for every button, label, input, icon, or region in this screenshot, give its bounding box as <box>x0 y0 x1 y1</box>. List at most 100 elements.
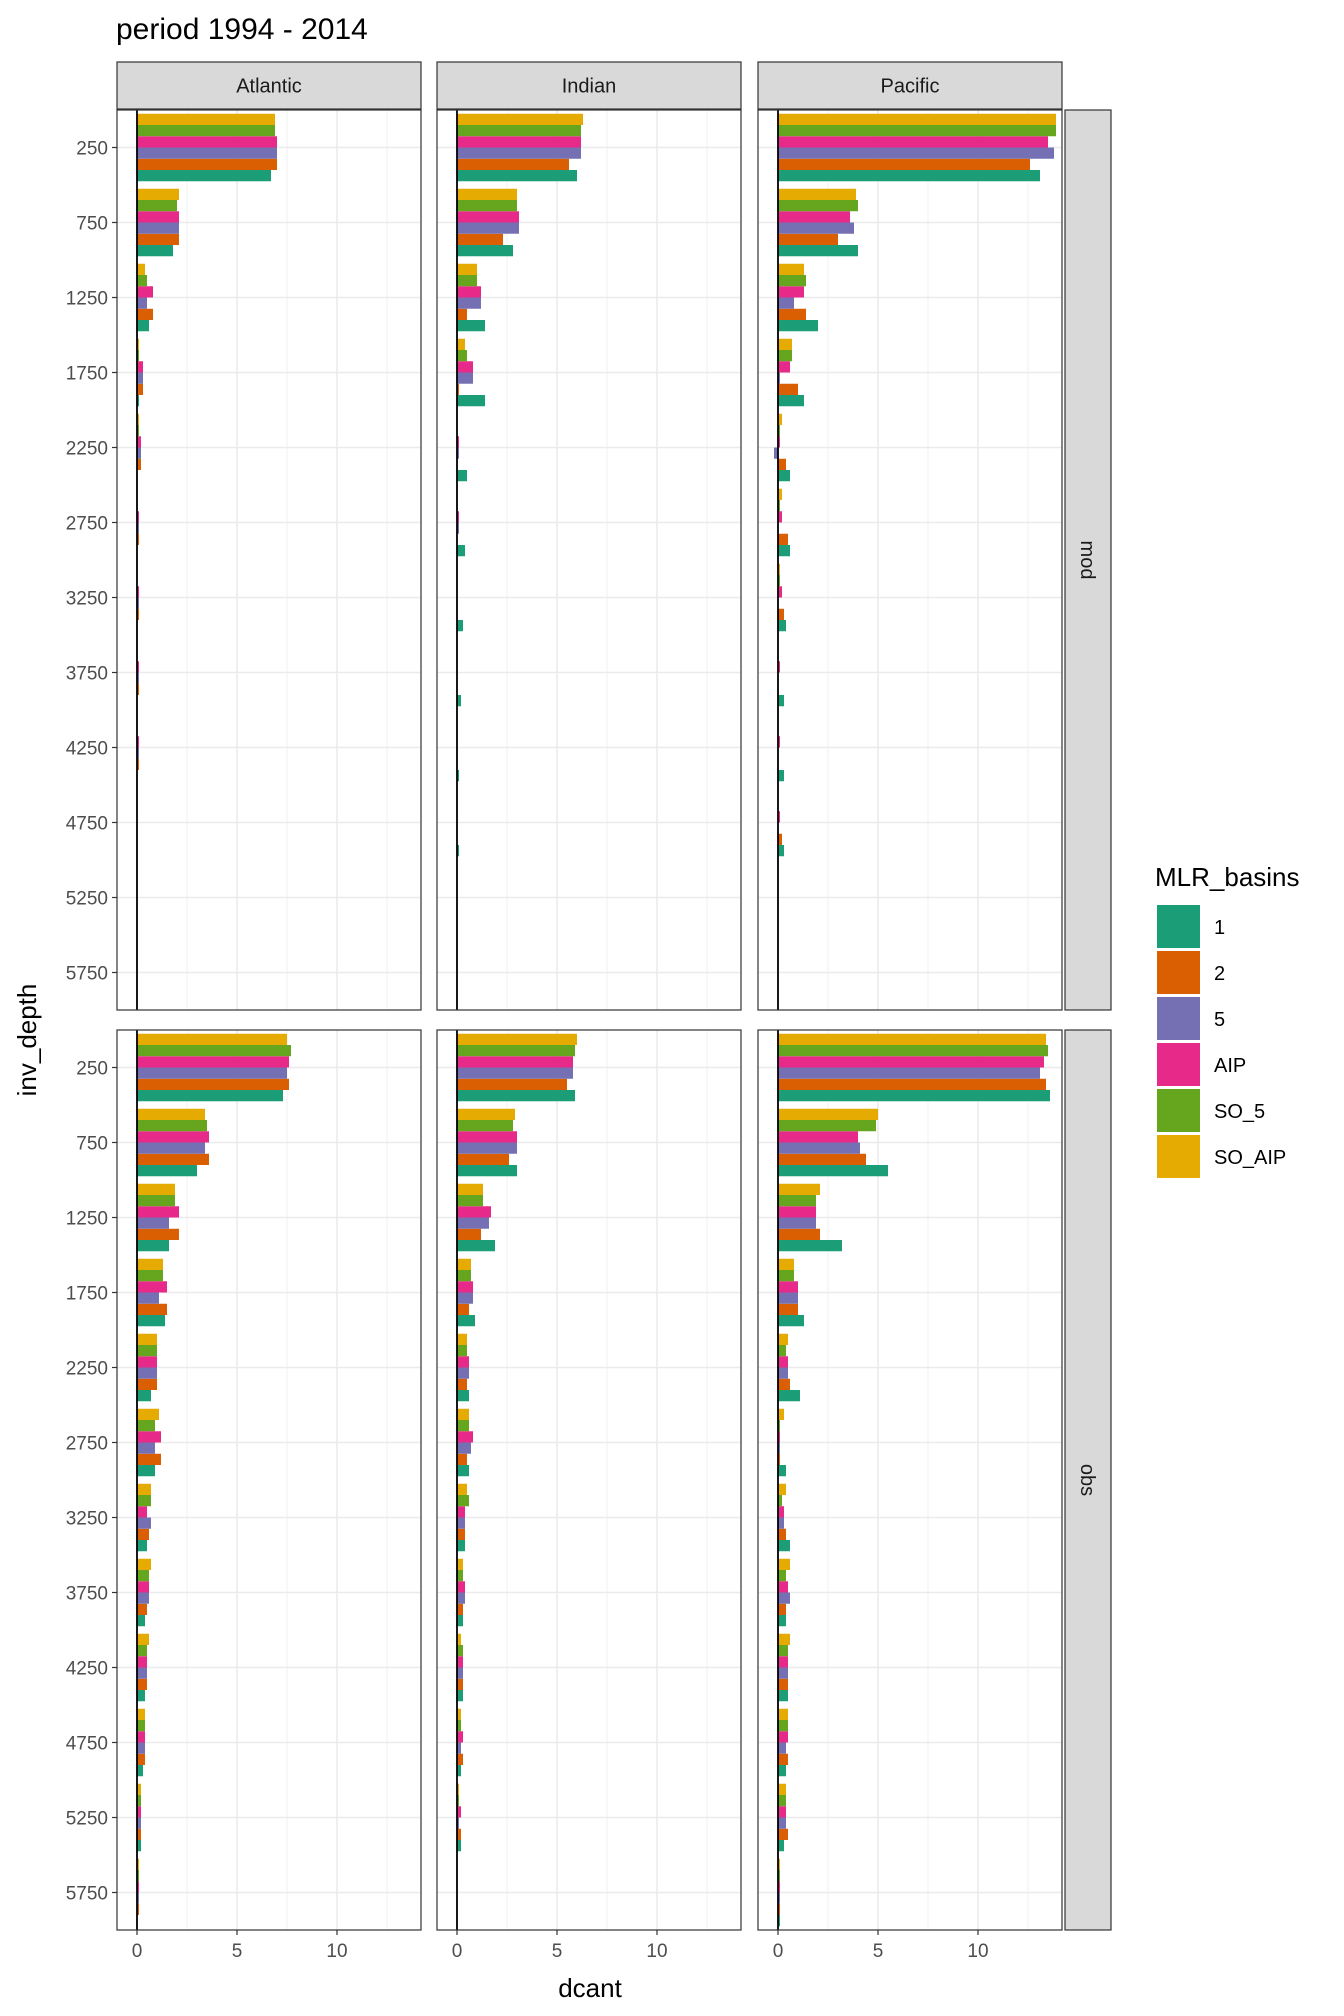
bar-1-250 <box>457 1090 575 1102</box>
bar-1-1750 <box>137 1315 165 1327</box>
bar-1-1250 <box>457 1240 495 1252</box>
y-tick-label: 3750 <box>66 664 108 685</box>
y-tick-label: 2750 <box>66 514 108 535</box>
x-axis-title: dcant <box>558 1973 622 2003</box>
bar-5-2250 <box>457 447 459 459</box>
bar-aip-4250 <box>137 736 139 748</box>
bar-1-1750 <box>457 395 485 407</box>
y-tick-label: 750 <box>76 1134 108 1155</box>
bar-aip-3250 <box>778 1506 784 1518</box>
bar-2-750 <box>457 233 503 245</box>
bar-so_aip-1750 <box>457 1258 471 1270</box>
bar-2-750 <box>778 1153 866 1165</box>
bar-aip-1750 <box>778 361 790 373</box>
bar-1-3750 <box>778 695 784 707</box>
legend-swatch <box>1157 1135 1200 1178</box>
bar-2-3250 <box>457 1528 465 1540</box>
bar-5-1750 <box>778 1292 798 1304</box>
x-tick-label: 0 <box>452 1941 463 1962</box>
bar-2-2750 <box>137 533 139 545</box>
bar-5-4250 <box>137 1667 147 1679</box>
bar-aip-5750 <box>778 1881 780 1893</box>
bar-so_aip-250 <box>137 1033 287 1045</box>
bar-so_aip-2750 <box>778 488 782 500</box>
bar-so_5-250 <box>137 125 275 137</box>
bar-5-750 <box>778 1142 860 1154</box>
bar-so_5-2250 <box>137 425 139 437</box>
bar-so_aip-750 <box>457 1108 515 1120</box>
bar-5-1250 <box>457 297 481 309</box>
bar-aip-3250 <box>457 1506 465 1518</box>
bar-aip-2250 <box>137 1356 157 1368</box>
bar-so_5-250 <box>778 1045 1048 1057</box>
bar-1-4250 <box>457 770 459 782</box>
y-tick-label: 4250 <box>66 739 108 760</box>
bar-2-250 <box>778 1078 1046 1090</box>
bar-1-3750 <box>457 695 461 707</box>
bar-2-3750 <box>457 1603 463 1615</box>
bar-5-3750 <box>457 1592 465 1604</box>
y-tick-label: 5750 <box>66 964 108 985</box>
bar-so_aip-3250 <box>778 1483 786 1495</box>
bar-so_aip-2250 <box>778 1333 788 1345</box>
bar-5-2750 <box>137 522 139 534</box>
bar-so_aip-1750 <box>457 338 465 350</box>
bar-5-750 <box>457 1142 517 1154</box>
bar-so_5-2750 <box>137 1420 155 1432</box>
bar-1-750 <box>457 1165 517 1177</box>
facet-strip-label: Indian <box>562 76 617 98</box>
bar-5-1250 <box>778 297 794 309</box>
bar-so_aip-750 <box>137 1108 205 1120</box>
bar-1-3750 <box>778 1615 786 1627</box>
bar-so_aip-2250 <box>137 1333 157 1345</box>
bar-2-3250 <box>778 1528 786 1540</box>
bar-so_aip-250 <box>778 1033 1046 1045</box>
bar-aip-5250 <box>778 1806 786 1818</box>
bar-1-1250 <box>778 320 818 332</box>
bar-so_aip-5750 <box>137 1858 139 1870</box>
bar-aip-2250 <box>137 436 141 448</box>
bar-aip-3750 <box>457 1581 465 1593</box>
legend-item-5: 5 <box>1157 997 1225 1040</box>
bar-5-4250 <box>778 1667 788 1679</box>
bar-5-5250 <box>137 1817 141 1829</box>
y-tick-label: 2250 <box>66 1359 108 1380</box>
bar-so_aip-4750 <box>137 1708 145 1720</box>
bar-so_5-1250 <box>137 1195 175 1207</box>
bar-2-5250 <box>137 1828 141 1840</box>
bar-1-2250 <box>457 1390 469 1402</box>
bar-so_5-4250 <box>137 1645 147 1657</box>
bar-2-250 <box>778 158 1030 170</box>
bar-so_5-750 <box>137 1120 207 1132</box>
bar-so_aip-5250 <box>457 1783 459 1795</box>
bar-2-2250 <box>457 1378 467 1390</box>
legend-label: SO_5 <box>1214 1101 1265 1123</box>
facet-strip-atlantic: Atlantic <box>116 61 422 110</box>
y-axis-title: inv_depth <box>12 984 42 1097</box>
bar-2-1750 <box>137 383 143 395</box>
bar-1-250 <box>778 170 1040 182</box>
bar-5-2250 <box>457 1367 469 1379</box>
bar-aip-3750 <box>778 1581 788 1593</box>
bar-1-1250 <box>457 320 485 332</box>
bar-5-4250 <box>457 1667 463 1679</box>
facet-strip-pacific: Pacific <box>757 61 1063 110</box>
bar-5-1250 <box>137 1217 169 1229</box>
bar-2-3750 <box>137 1603 147 1615</box>
bar-aip-250 <box>778 136 1048 148</box>
bar-1-1750 <box>137 395 139 407</box>
bar-so_5-1250 <box>137 275 147 287</box>
bar-aip-5750 <box>137 1881 139 1893</box>
legend-label: 5 <box>1214 1009 1225 1031</box>
bar-2-1750 <box>778 1303 798 1315</box>
bar-2-750 <box>457 1153 509 1165</box>
legend: MLR_basins 1 2 5 AIP SO_5 SO_AIP <box>1155 862 1300 1178</box>
bar-aip-250 <box>137 1056 289 1068</box>
bar-5-250 <box>457 147 581 159</box>
bar-1-4750 <box>778 845 784 857</box>
bar-aip-4750 <box>137 1731 145 1743</box>
y-tick-label: 1250 <box>66 289 108 310</box>
y-tick-label: 4750 <box>66 1734 108 1755</box>
facet-strip-label: obs <box>1076 1464 1098 1496</box>
bar-so_5-2750 <box>778 1420 780 1432</box>
